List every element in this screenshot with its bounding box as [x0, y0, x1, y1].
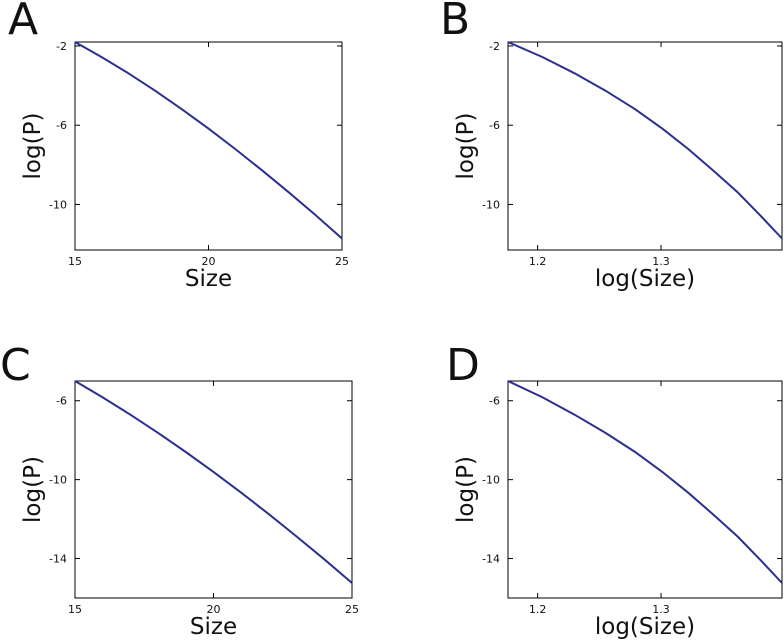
plot-frame-a	[74, 41, 343, 251]
x-tick-label-d: 1.3	[652, 603, 670, 616]
plot-frame-c	[74, 380, 353, 599]
x-tick-label-c: 25	[345, 603, 359, 616]
y-tick-label-d: -6	[489, 395, 500, 408]
x-tick-label-b: 1.3	[652, 255, 670, 268]
y-tick-label-b: -10	[482, 198, 500, 211]
panel-b: B 1.2 1.3 -2 -6 -10 log(Size) log(P)	[440, 0, 783, 292]
series-line-c	[74, 380, 353, 584]
y-axis-label-d: log(P)	[453, 456, 479, 523]
x-axis-label-b: log(Size)	[595, 266, 695, 292]
y-tick-label-a: -6	[56, 119, 67, 132]
panel-a: A 15 20 25 -2 -6 -10 Size log(P)	[8, 0, 349, 292]
x-tick-label-a: 20	[202, 255, 216, 268]
y-tick-label-b: -6	[489, 119, 500, 132]
y-tick-label-a: -10	[49, 198, 67, 211]
y-tick-label-c: -6	[56, 395, 67, 408]
panel-letter-b: B	[440, 0, 470, 45]
y-axis-label-c: log(P)	[20, 456, 46, 523]
x-tick-label-c: 15	[68, 603, 82, 616]
panel-letter-c: C	[0, 340, 31, 391]
x-tick-label-c: 20	[207, 603, 221, 616]
panel-letter-a: A	[8, 0, 38, 45]
y-axis-label-b: log(P)	[453, 113, 479, 180]
x-axis-label-d: log(Size)	[595, 614, 695, 640]
x-axis-label-a: Size	[185, 266, 232, 292]
x-tick-label-d: 1.2	[529, 603, 547, 616]
x-tick-label-a: 15	[68, 255, 82, 268]
x-tick-label-a: 25	[335, 255, 349, 268]
series-line-a	[74, 41, 343, 240]
series-line-b	[507, 41, 783, 240]
y-tick-label-c: -10	[49, 474, 67, 487]
y-tick-label-b: -2	[489, 40, 500, 53]
panel-c: C 15 20 25 -6 -10 -14 Size log(P)	[0, 340, 359, 640]
y-tick-label-d: -10	[482, 474, 500, 487]
plot-frame-b	[507, 41, 783, 251]
panel-d: D 1.2 1.3 -6 -10 -14 log(Size) log(P)	[446, 340, 783, 640]
x-axis-label-c: Size	[190, 614, 237, 640]
plot-frame-d	[507, 380, 783, 599]
y-tick-label-d: -14	[482, 553, 500, 566]
y-tick-label-c: -14	[49, 553, 67, 566]
y-tick-label-a: -2	[56, 40, 67, 53]
panel-letter-d: D	[446, 340, 480, 391]
x-tick-label-b: 1.2	[529, 255, 547, 268]
series-line-d	[507, 380, 783, 584]
y-axis-label-a: log(P)	[20, 113, 46, 180]
